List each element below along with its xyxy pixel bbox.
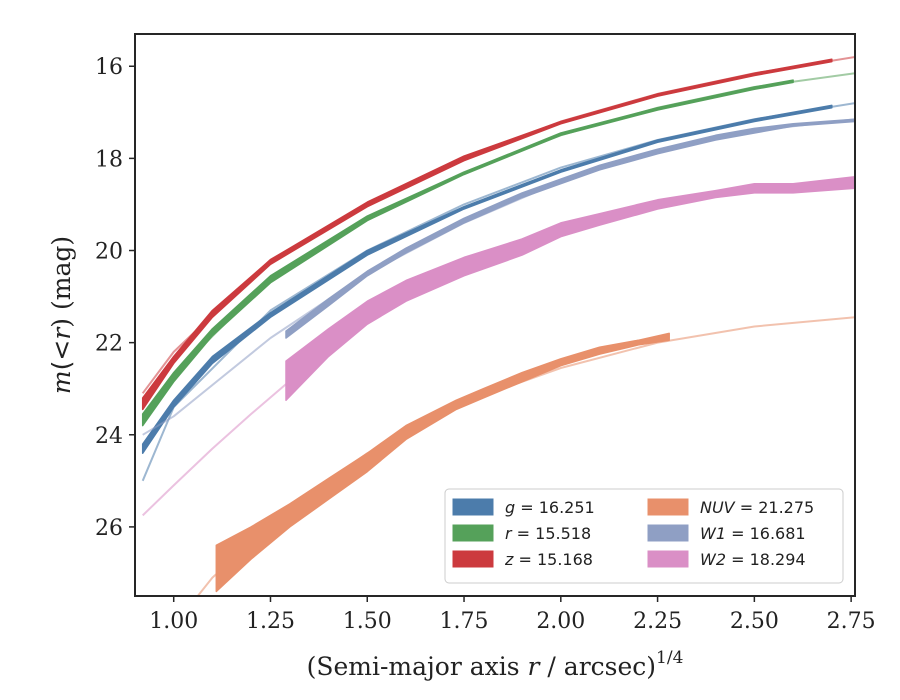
y-tick-label: 16	[95, 55, 123, 80]
x-tick-label: 1.25	[246, 609, 295, 634]
y-tick-label: 24	[95, 424, 123, 449]
y-tick-label: 26	[95, 516, 123, 541]
band-NUV	[215, 332, 670, 593]
series-r	[141, 72, 855, 427]
legend-swatch-NUV	[647, 498, 689, 516]
series-W1	[142, 118, 855, 436]
legend-swatch-W1	[647, 524, 689, 542]
legend-swatch-r	[452, 524, 494, 542]
band-z	[141, 58, 833, 411]
legend-item-W2: W2 = 18.294	[647, 550, 806, 569]
series-W2	[142, 176, 855, 517]
x-tick-label: 2.00	[536, 609, 585, 634]
legend-label-r: r = 15.518	[505, 524, 591, 543]
series-NUV	[196, 316, 855, 596]
legend-label-NUV: NUV = 21.275	[700, 498, 814, 517]
x-tick-label: 1.00	[149, 609, 198, 634]
legend-item-NUV: NUV = 21.275	[647, 498, 814, 517]
x-axis: 1.00 1.25 1.50 1.75 2.00 2.25 2.50 2.75	[149, 596, 876, 634]
plot-frame	[134, 33, 856, 597]
y-axis-label: m(<r) (mag)	[47, 236, 76, 394]
legend-swatch-W2	[647, 550, 689, 568]
x-axis-label: (Semi-major axis r / arcsec)1/4	[307, 648, 684, 681]
band-r	[141, 79, 794, 427]
y-tick-label: 22	[95, 332, 123, 357]
legend-item-r: r = 15.518	[452, 524, 591, 543]
band-g	[141, 104, 833, 454]
band-W2	[285, 176, 855, 401]
series-layer	[141, 56, 855, 596]
legend-swatch-g	[452, 498, 494, 516]
legend-label-W2: W2 = 18.294	[700, 550, 806, 569]
y-axis: 16 18 20 22 24 26	[95, 55, 135, 541]
x-tick-label: 2.50	[730, 609, 779, 634]
x-tick-label: 1.75	[440, 609, 489, 634]
band-W1	[285, 118, 855, 339]
y-tick-label: 18	[95, 147, 123, 172]
legend-item-z: z = 15.168	[452, 550, 593, 569]
legend: g = 16.251 r = 15.518 z = 15.168 NUV = 21.2…	[444, 488, 844, 584]
legend-item-g: g = 16.251	[452, 498, 595, 517]
legend-items: g = 16.251 r = 15.518 z = 15.168 NUV = 21.2…	[452, 498, 814, 569]
x-tick-label: 1.50	[343, 609, 392, 634]
legend-item-W1: W1 = 16.681	[647, 524, 806, 543]
legend-label-g: g = 16.251	[505, 498, 595, 517]
y-tick-label: 20	[95, 240, 123, 265]
series-z	[141, 56, 855, 411]
model-line-W2	[142, 383, 287, 517]
x-tick-label: 2.75	[827, 609, 876, 634]
x-tick-label: 2.25	[633, 609, 682, 634]
series-g	[141, 102, 855, 482]
legend-frame	[444, 488, 844, 584]
legend-label-W1: W1 = 16.681	[700, 524, 806, 543]
legend-swatch-z	[452, 550, 494, 568]
legend-label-z: z = 15.168	[504, 550, 593, 569]
